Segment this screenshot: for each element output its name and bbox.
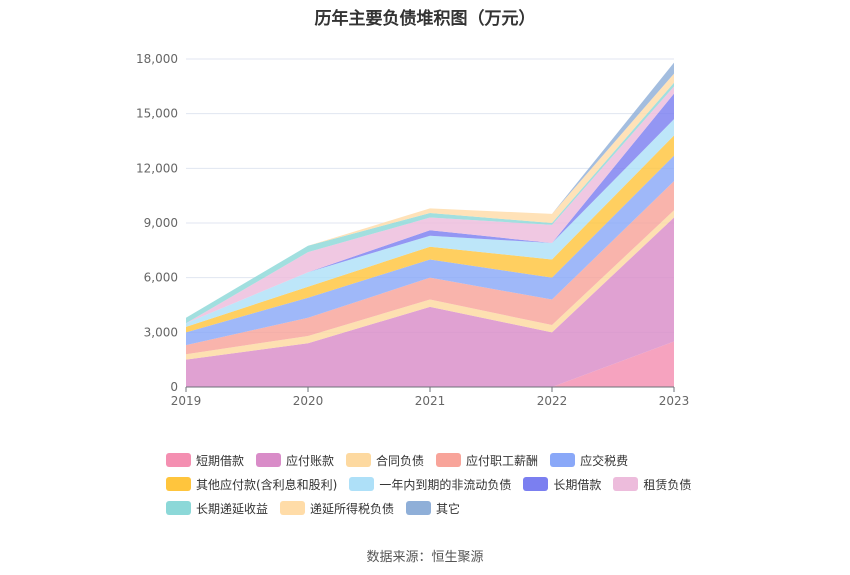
legend-item[interactable]: 一年内到期的非流动负债 [349,476,511,493]
legend-item[interactable]: 应交税费 [550,452,628,469]
legend-swatch [349,477,375,491]
legend-swatch [406,501,432,515]
legend-row: 短期借款 应付账款 合同负债 应付职工薪酬 应交税费 [166,448,726,472]
stacked-area-chart: 0 3,000 6,000 9,000 12,000 15,000 18,000 2019 20… [136,52,689,408]
legend-swatch [523,477,549,491]
x-tick-label: 2019 [171,394,202,408]
y-tick-label: 15,000 [136,107,178,121]
legend-label: 租赁负债 [643,477,692,492]
legend-swatch [346,453,372,467]
area-一年内到期的非流动负债[interactable] [186,119,674,327]
legend-item[interactable]: 租赁负债 [613,476,691,493]
legend-item[interactable]: 长期递延收益 [166,500,268,517]
y-tick-label: 18,000 [136,52,178,66]
data-source: 数据来源：恒生聚源 [366,550,484,565]
axes: 0 3,000 6,000 9,000 12,000 15,000 18,000 2019 20… [136,52,689,408]
legend-row: 长期递延收益 递延所得税负债 其它 [166,496,726,520]
legend-label: 短期借款 [196,453,245,468]
legend-item[interactable]: 应付账款 [256,452,334,469]
legend-label: 长期借款 [553,477,602,492]
area-其他应付款(含利息和股利)[interactable] [186,135,674,333]
legend-label: 一年内到期的非流动负债 [379,477,512,492]
x-tick-label: 2020 [293,394,324,408]
legend-row: 其他应付款(含利息和股利) 一年内到期的非流动负债 长期借款 租赁负债 [166,472,726,496]
y-tick-label: 3,000 [144,325,178,339]
area-应付账款[interactable] [186,217,674,387]
y-tick-label: 6,000 [144,271,178,285]
legend-swatch [256,453,282,467]
legend-item[interactable]: 其他应付款(含利息和股利) [166,476,337,493]
area-租赁负债[interactable] [186,86,674,324]
legend-swatch [166,501,191,515]
area-series [186,62,674,387]
y-tick-label: 12,000 [136,161,178,175]
legend-label: 其它 [436,501,461,516]
x-tick-label: 2023 [659,394,690,408]
legend-label: 其他应付款(含利息和股利) [196,477,338,492]
legend-swatch [280,501,306,515]
legend-swatch [166,453,191,467]
x-tick-label: 2021 [415,394,446,408]
legend-label: 应付职工薪酬 [466,453,539,468]
y-tick-label: 0 [170,380,178,394]
x-tick-label: 2022 [537,394,568,408]
legend-swatch [613,477,639,491]
legend-label: 合同负债 [376,453,425,468]
legend-swatch [166,477,191,491]
legend-swatch [550,453,576,467]
legend-item[interactable]: 应付职工薪酬 [436,452,538,469]
legend-item[interactable]: 短期借款 [166,452,244,469]
area-短期借款[interactable] [186,341,674,387]
legend-label: 长期递延收益 [196,501,269,516]
legend-item[interactable]: 合同负债 [346,452,424,469]
legend-swatch [436,453,462,467]
legend-item[interactable]: 其它 [406,500,460,517]
legend-label: 应付账款 [286,453,335,468]
y-tick-label: 9,000 [144,216,178,230]
legend: 短期借款 应付账款 合同负债 应付职工薪酬 应交税费其他应付款(含利息和股利) 一年内到期… [166,448,726,520]
area-应付职工薪酬[interactable] [186,181,674,355]
legend-item[interactable]: 递延所得税负债 [280,500,394,517]
legend-item[interactable]: 长期借款 [523,476,601,493]
chart-title: 历年主要负债堆积图（万元） [314,9,536,29]
legend-label: 应交税费 [580,453,629,468]
legend-label: 递延所得税负债 [310,501,395,516]
